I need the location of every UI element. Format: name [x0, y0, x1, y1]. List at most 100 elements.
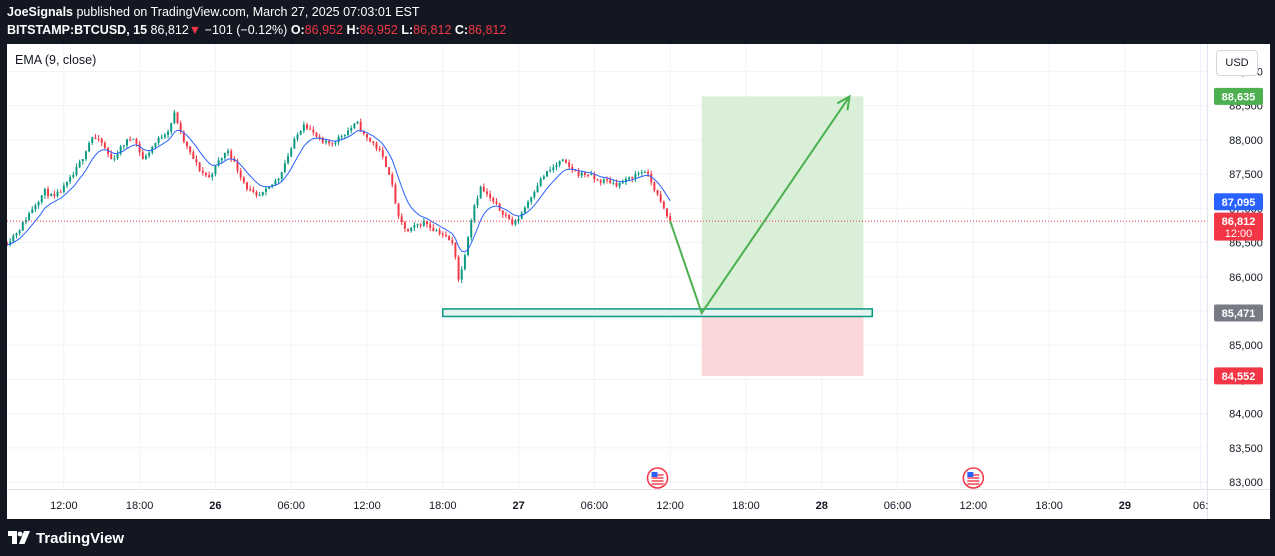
candle-body: [375, 143, 378, 149]
candle-body: [324, 141, 327, 143]
candle-body: [198, 162, 201, 171]
candle-body: [163, 134, 166, 138]
candle-body: [384, 156, 387, 168]
open-label: O:: [290, 23, 305, 37]
candle-body: [350, 128, 353, 131]
time-axis-label: 28: [816, 500, 828, 512]
price-tag-ema: [1214, 193, 1263, 211]
candle-body: [413, 225, 416, 228]
publish-info: JoeSignals published on TradingView.com,…: [7, 5, 420, 19]
time-axis-label: 06:00: [277, 500, 305, 512]
candle-body: [457, 257, 460, 280]
candle-body: [366, 133, 368, 138]
time-axis-label: 12:00: [50, 500, 78, 512]
candle-body: [482, 186, 485, 192]
candle-body: [195, 158, 198, 163]
candle-body: [643, 171, 646, 173]
candle-body: [479, 186, 482, 199]
candle-body: [653, 182, 656, 191]
candle-body: [394, 184, 397, 204]
candle-body: [110, 153, 113, 159]
candle-body: [426, 221, 428, 225]
candle-body: [331, 143, 334, 145]
candle-body: [590, 174, 593, 176]
candle-body: [448, 236, 451, 241]
candle-body: [467, 237, 470, 256]
candle-body: [343, 134, 346, 137]
candle-body: [397, 203, 400, 217]
candle-body: [214, 165, 217, 175]
candle-body: [470, 220, 473, 238]
candle-body: [362, 131, 365, 134]
price-tag-label: 86,812: [1222, 216, 1256, 228]
price-axis-label: 86,000: [1229, 272, 1263, 284]
time-axis-label: 18:00: [126, 500, 154, 512]
candle-body: [59, 191, 62, 193]
candle-body: [122, 145, 125, 147]
last-price: 86,812: [150, 23, 189, 37]
candle-body: [81, 159, 84, 162]
candle-body: [258, 195, 261, 197]
candle-body: [15, 233, 18, 236]
candle-body: [293, 139, 296, 149]
candle-body: [596, 179, 599, 181]
candle-body: [552, 167, 555, 171]
publisher-name: JoeSignals: [7, 5, 73, 19]
candle-body: [242, 177, 245, 183]
currency-button[interactable]: USD: [1216, 50, 1258, 76]
candle-body: [656, 190, 659, 195]
candle-body: [94, 137, 97, 139]
candle-body: [40, 195, 43, 203]
candle-body: [227, 150, 230, 154]
candle-body: [189, 146, 192, 153]
profit-zone[interactable]: [701, 96, 864, 313]
candle-body: [492, 197, 495, 202]
candle-body: [353, 123, 356, 129]
time-axis-label: 18:00: [1035, 500, 1063, 512]
candle-body: [618, 182, 621, 187]
candle-body: [217, 160, 220, 166]
loss-zone[interactable]: [701, 312, 864, 376]
candle-body: [18, 230, 21, 234]
candle-body: [501, 210, 504, 215]
candle-body: [220, 158, 223, 161]
candle-body: [444, 234, 447, 237]
candle-body: [129, 139, 132, 141]
chart-area[interactable]: 83,00083,50084,00084,50085,00085,50086,0…: [7, 44, 1270, 519]
ema-line[interactable]: [7, 129, 671, 253]
candle-body: [558, 160, 561, 165]
candle-body: [268, 186, 271, 189]
candle-body: [542, 176, 545, 179]
price-tag-label: 88,635: [1222, 91, 1256, 103]
candle-body: [460, 269, 463, 280]
price-chart[interactable]: 83,00083,50084,00084,50085,00085,50086,0…: [7, 44, 1270, 519]
candle-body: [312, 129, 315, 133]
candle-body: [356, 121, 359, 124]
candle-body: [72, 174, 75, 178]
time-axis-label: 12:00: [960, 500, 988, 512]
indicator-legend[interactable]: EMA (9, close): [15, 53, 97, 67]
symbol-info: BITSTAMP:BTCUSD, 15 86,812▼ −101 (−0.12%…: [7, 23, 506, 37]
candle-body: [422, 221, 425, 226]
candle-body: [410, 227, 413, 232]
candle-body: [669, 216, 672, 221]
candle-body: [192, 152, 195, 159]
candle-body: [179, 123, 182, 133]
support-zone-box[interactable]: [442, 308, 874, 318]
candle-body: [302, 124, 305, 131]
candle-body: [400, 216, 403, 223]
candle-body: [31, 209, 34, 214]
candle-body: [246, 182, 248, 190]
projection-path[interactable]: [669, 95, 851, 316]
candle-body: [34, 205, 37, 210]
candle-body: [359, 121, 362, 132]
time-axis-label: 06:00: [884, 500, 912, 512]
candle-body: [315, 132, 318, 137]
candle-body: [628, 177, 631, 180]
candle-body: [296, 134, 299, 140]
candle-body: [56, 191, 59, 196]
candle-body: [287, 156, 290, 164]
candle-body: [640, 172, 643, 174]
candle-body: [154, 142, 157, 147]
brand-name: TradingView: [36, 529, 125, 547]
